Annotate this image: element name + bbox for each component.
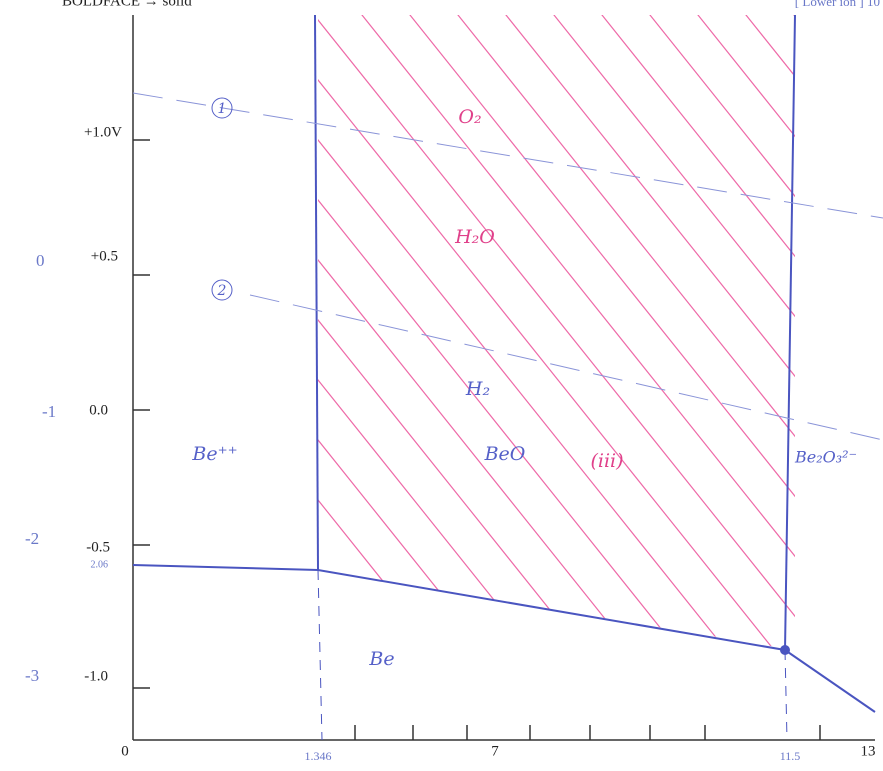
hatch-line [349,15,795,650]
boundary-line [784,14,796,651]
alt-label: -3 [25,666,39,685]
y-label: -0.5 [86,539,110,555]
y-label: +1.0V [84,124,122,140]
hatch-line [318,15,527,650]
x-label: 7 [491,743,499,759]
hatch-line [781,15,795,650]
boundaries [132,14,883,741]
line-label: 2 [217,283,227,299]
alt-label: 0 [36,251,45,270]
y-label: +0.5 [91,248,118,264]
hatch-line [318,15,623,650]
hatch-line [318,15,671,650]
water-line-1 [132,92,883,219]
region-label: H₂ [465,378,490,400]
hatch-line [318,15,575,650]
line-marker [211,279,233,301]
hatch-line [830,0,883,700]
y-label: -1.0 [84,668,108,684]
hatching [318,0,883,700]
hatch-line [637,15,795,650]
ticks [133,139,821,740]
hatch-line [493,15,795,650]
marker: 2.06 [91,559,109,570]
x-label: 0 [121,743,129,759]
y-label: 0.0 [89,402,108,418]
alt-label: -1 [42,402,56,421]
line-marker [211,97,233,119]
hatch-line [733,15,795,650]
hatch-line [541,15,795,650]
region-label: BeO [484,443,526,465]
x-label: 1.346 [305,749,332,763]
triple-point [780,645,790,655]
region-label: (iii) [590,450,623,472]
region-label: H₂O [454,226,495,248]
dashed-drop [317,569,323,741]
note: BOLDFACE → solid [62,0,192,9]
note: [ Lower ion ] 10 [795,0,880,9]
hatch-line [318,15,719,650]
x-label: 13 [861,743,876,759]
region-label: Be₂O₃²⁻ [794,448,857,467]
line-label: 1 [218,101,227,117]
hatch-line [397,15,795,650]
dashed-drop [784,649,788,741]
hatch-line [685,15,795,650]
region-label: O₂ [458,106,481,128]
x-label: 11.5 [780,749,801,763]
region-label: Be [368,648,394,670]
alt-label: -2 [25,529,39,548]
boundary-line [314,14,319,571]
water-line-2 [249,294,883,441]
hatch-line [318,15,795,650]
hatch-line [445,15,795,650]
boundary-curve [132,564,876,713]
hatch-line [878,0,883,700]
hatch-line [589,15,795,650]
region-label: Be⁺⁺ [191,443,237,465]
hatch-line [318,15,795,650]
hatch-line [318,15,767,650]
hatch-line [318,15,479,650]
